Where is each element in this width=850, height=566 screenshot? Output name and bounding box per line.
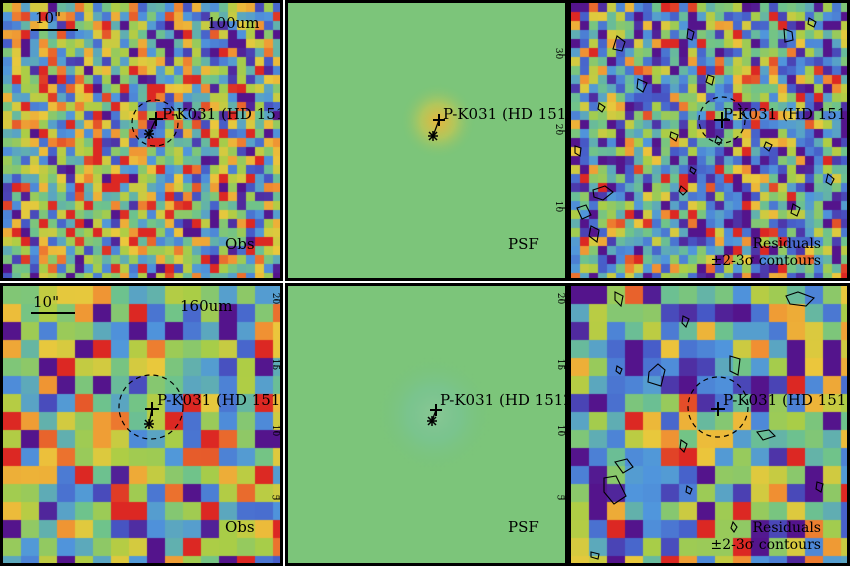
obs-panel-100um: 10" 100um P-K031 (HD 1512 Obs xyxy=(0,0,283,281)
tick-label: 15 xyxy=(555,358,566,371)
axis-ticks xyxy=(274,299,280,500)
aperture-circle xyxy=(687,376,749,438)
source-label: P-K031 (HD 1512 xyxy=(162,105,283,123)
residual-caption-line2: ±2-3σ contours xyxy=(710,253,821,269)
psf-overlay-100um xyxy=(428,54,565,209)
panel-label-psf: PSF xyxy=(508,235,539,253)
source-label: P-K031 (HD 1512 xyxy=(723,391,850,409)
residual-overlay-100um xyxy=(574,17,835,243)
panel-label-psf: PSF xyxy=(508,518,539,536)
residual-map-100um xyxy=(571,3,847,278)
residual-panel-160um: P-K031 (HD 1512 Residuals ±2-3σ contours xyxy=(568,283,850,566)
residual-caption-line1: Residuals xyxy=(752,236,821,252)
psf-overlay-160um xyxy=(427,299,565,500)
source-label: P-K031 (HD 1512 xyxy=(443,105,568,123)
residual-contours xyxy=(574,17,835,243)
cross-icon xyxy=(711,402,725,416)
band-label: 100um xyxy=(207,14,260,32)
aperture-circle xyxy=(118,374,184,440)
source-label: P-K031 (HD 1512 xyxy=(440,391,568,409)
residual-caption: Residuals ±2-3σ contours xyxy=(710,236,821,270)
psf-map-100um xyxy=(288,3,565,278)
obs-map-160um xyxy=(3,286,280,563)
residual-caption-line1: Residuals xyxy=(752,520,821,536)
scale-label: 10" xyxy=(35,9,61,27)
source-label: P-K031 (HD 1512 xyxy=(723,105,850,123)
psf-panel-160um: 20 15 10 5 P-K031 (HD 1512 PSF xyxy=(285,283,568,566)
tick-label: 10 xyxy=(553,200,564,213)
obs-panel-160um: 10" 160um P-K031 (HD 1512 Obs 20 15 10 5 xyxy=(0,283,283,566)
axis-ticks xyxy=(559,54,565,209)
residual-overlay-160um xyxy=(590,291,824,560)
source-label: P-K031 (HD 1512 xyxy=(157,391,283,409)
tick-label: 15 xyxy=(270,358,281,371)
tick-label: 20 xyxy=(553,123,564,136)
obs-overlay-160um xyxy=(31,299,280,500)
obs-map-100um xyxy=(3,3,280,278)
residual-caption-line2: ±2-3σ contours xyxy=(710,537,821,553)
offset-line xyxy=(148,118,157,135)
tick-label: 20 xyxy=(555,292,566,305)
tick-label: 20 xyxy=(270,292,281,305)
psf-panel-100um: 30 20 10 P-K031 (HD 1512 PSF xyxy=(285,0,568,281)
aperture-circle xyxy=(131,99,179,147)
scale-label: 10" xyxy=(33,293,59,311)
panel-label-obs: Obs xyxy=(225,518,255,536)
offset-line xyxy=(148,408,153,425)
offset-line xyxy=(431,409,437,422)
band-label: 160um xyxy=(180,297,233,315)
tick-label: 30 xyxy=(553,47,564,60)
aperture-circle xyxy=(698,96,746,144)
residual-panel-100um: P-K031 (HD 1512 Residuals ±2-3σ contours xyxy=(568,0,850,281)
tick-label: 10 xyxy=(555,424,566,437)
residual-caption: Residuals ±2-3σ contours xyxy=(710,520,821,554)
tick-label: 10 xyxy=(270,424,281,437)
offset-line xyxy=(432,119,440,137)
tick-label: 5 xyxy=(554,494,565,501)
psf-map-160um xyxy=(288,286,565,563)
obs-overlay-100um xyxy=(31,29,179,147)
cross-icon xyxy=(714,112,730,128)
axis-ticks xyxy=(559,299,565,500)
tick-label: 5 xyxy=(269,494,280,501)
residual-map-160um xyxy=(571,286,847,563)
residual-contours xyxy=(590,291,824,560)
panel-label-obs: Obs xyxy=(225,235,255,253)
